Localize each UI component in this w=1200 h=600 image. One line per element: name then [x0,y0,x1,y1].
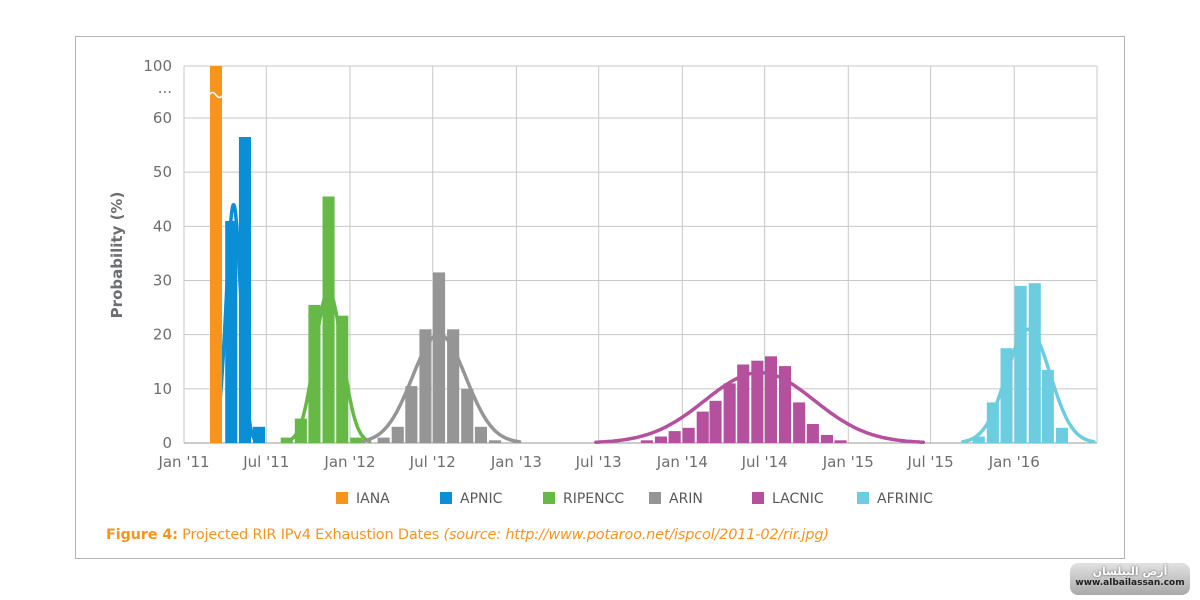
bar-lacnic [737,364,750,443]
legend-label-afrinic: AFRINIC [877,491,933,507]
y-tick-label: 20 [153,326,172,344]
bar-afrinic [1028,283,1041,443]
bar-arin [474,426,487,444]
chart-grid [183,65,1098,444]
legend-label-ripencc: RIPENCC [563,491,624,507]
bar-apnic [238,137,251,443]
bar-arin [447,329,460,444]
legend-label-lacnic: LACNIC [772,491,824,507]
bar-arin [433,272,446,443]
bar-iana [210,66,222,443]
x-tick-label: Jan '15 [822,453,874,471]
bar-lacnic [793,402,806,443]
x-tick-label: Jan '13 [490,453,542,471]
y-tick-label: 30 [153,272,172,290]
legend-swatch-lacnic [752,492,764,504]
y-tick-label: 60 [153,109,172,127]
y-tick-label: 0 [162,434,172,452]
caption-lead: Figure 4: [106,527,178,543]
x-axis-ticks: Jan '11 Jul '11 Jan '12 Jul '12 Jan '13 Jul '… [157,453,1039,471]
bar-ripencc [336,315,349,443]
legend-label-arin: ARIN [669,491,703,507]
x-tick-label: Jul '13 [575,453,622,471]
legend-label-apnic: APNIC [460,491,503,507]
x-tick-label: Jan '12 [323,453,375,471]
bar-afrinic [986,402,999,443]
legend-swatch-iana [336,492,348,504]
x-tick-label: Jan '16 [988,453,1040,471]
x-tick-label: Jul '15 [907,453,954,471]
bar-lacnic [764,356,777,443]
y-tick-label: 100 [143,57,172,75]
bar-afrinic [1041,369,1054,443]
x-tick-label: Jan '14 [656,453,708,471]
caption-source: (source: http://www.potaroo.net/ispcol/2… [443,527,829,543]
bar-arin [461,388,474,443]
x-tick-label: Jan '11 [157,453,209,471]
bar-lacnic [640,440,653,443]
bar-lacnic [723,383,736,443]
bar-lacnic [806,424,819,443]
bar-lacnic [751,360,764,443]
bar-lacnic [820,434,833,443]
y-tick-label: 10 [153,380,172,398]
legend-swatch-ripencc [543,492,555,504]
bar-lacnic [779,366,792,443]
y-axis-label: Probability (%) [108,192,126,319]
chart-legend: IANA APNIC RIPENCC ARIN LACNIC AFRINIC [336,491,933,507]
figure-caption: Figure 4: Projected RIR IPv4 Exhaustion … [106,527,829,543]
x-tick-label: Jul '11 [242,453,289,471]
bar-afrinic [1055,427,1068,443]
bar-afrinic [972,436,985,443]
legend-swatch-arin [649,492,661,504]
bar-lacnic [682,427,695,443]
caption-text: Projected RIR IPv4 Exhaustion Dates [177,527,444,543]
bar-lacnic [696,411,709,443]
bar-arin [405,386,418,443]
legend-swatch-afrinic [857,492,869,504]
bar-arin [489,440,502,443]
bar-apnic [253,426,266,444]
watermark-url: www.albailassan.com [1075,578,1185,588]
bar-ripencc [308,304,321,443]
figure-frame [75,36,1125,559]
bar-lacnic [654,436,667,443]
bar-apnic [225,220,238,443]
bar-arin [377,437,390,443]
axis-break-mark [208,91,224,99]
y-tick-label: ... [158,79,172,97]
legend-label-iana: IANA [356,491,390,507]
bar-arin [391,426,404,444]
site-watermark: أرض البيلسان www.albailassan.com [1070,563,1190,595]
chart-bars [208,66,1068,444]
watermark-arabic: أرض البيلسان [1092,565,1168,578]
bar-lacnic [709,400,722,444]
bar-ripencc [294,418,307,443]
bar-ripencc [280,437,293,443]
bar-ripencc [322,196,335,443]
y-tick-label: 40 [153,217,172,235]
bar-afrinic [1014,285,1027,443]
x-tick-label: Jul '12 [409,453,456,471]
curve-afrinic [961,327,1096,444]
y-axis-ticks: 0 10 20 30 40 50 60... 100 [143,57,172,452]
bar-lacnic [668,431,681,443]
x-tick-label: Jul '14 [741,453,788,471]
bar-arin [419,329,432,444]
bar-ripencc [350,437,363,443]
bar-lacnic [834,440,847,443]
y-tick-label: 50 [153,163,172,181]
legend-swatch-apnic [440,492,452,504]
bar-afrinic [1000,348,1013,443]
